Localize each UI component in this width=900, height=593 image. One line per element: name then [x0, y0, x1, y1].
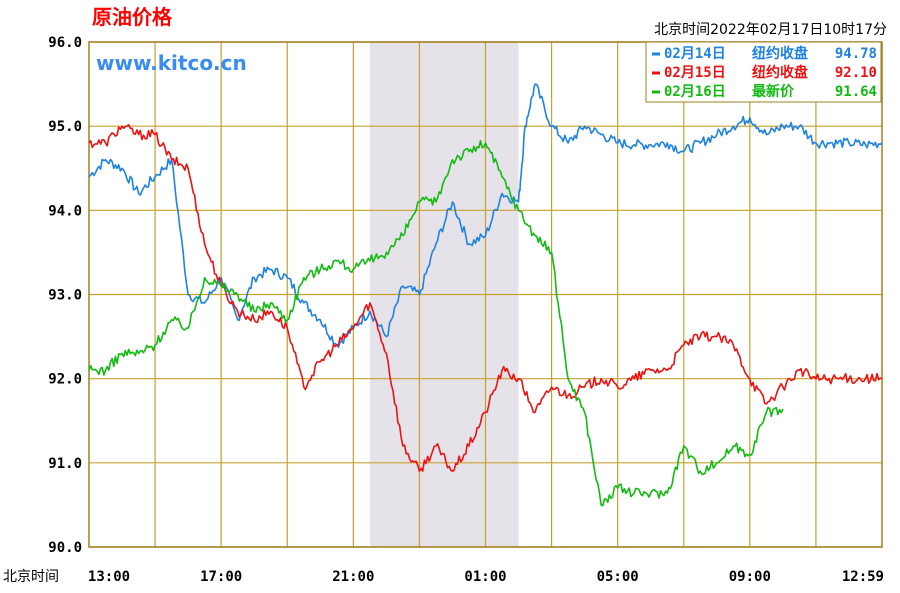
legend-series-value: 91.64 — [835, 84, 877, 100]
y-tick-label: 93.0 — [48, 288, 82, 304]
y-tick-label: 94.0 — [48, 203, 82, 219]
x-tick-label: 17:00 — [200, 569, 242, 585]
legend-series-name: 02月16日 — [664, 84, 726, 100]
x-tick-label: 01:00 — [464, 569, 506, 585]
legend-box — [645, 41, 882, 103]
x-axis-label: 北京时间 — [3, 569, 59, 585]
watermark-site: www.kitco.cn — [96, 51, 247, 75]
x-tick-label: 09:00 — [729, 569, 771, 585]
x-tick-label: 05:00 — [597, 569, 639, 585]
timestamp: 北京时间2022年02月17日10时17分 — [654, 22, 887, 38]
x-axis-ticks: 13:00 17:00 21:00 01:00 05:00 09:00 12:59 — [88, 569, 884, 585]
y-tick-label: 92.0 — [48, 372, 82, 388]
plot-border — [88, 41, 883, 548]
legend-series-label: 最新价 — [752, 83, 795, 100]
series-line-2 — [88, 140, 784, 507]
legend-series-name: 02月15日 — [664, 65, 726, 81]
legend-series-label: 纽约收盘 — [752, 45, 808, 62]
legend-series-label: 纽约收盘 — [752, 64, 808, 81]
x-tick-label: 21:00 — [332, 569, 374, 585]
series-layer — [88, 83, 883, 507]
y-tick-label: 96.0 — [48, 35, 82, 51]
y-tick-label: 90.0 — [48, 540, 82, 556]
x-tick-label: 13:00 — [88, 569, 130, 585]
legend-series-value: 94.78 — [835, 46, 877, 62]
legend-series-value: 92.10 — [835, 65, 877, 81]
chart-title: 原油价格 — [92, 5, 173, 29]
y-tick-label: 91.0 — [48, 456, 82, 472]
y-axis-ticks: 96.0 95.0 94.0 93.0 92.0 91.0 90.0 — [48, 35, 82, 556]
legend-series-name: 02月14日 — [664, 46, 726, 62]
y-tick-label: 95.0 — [48, 119, 82, 135]
x-tick-label: 12:59 — [842, 569, 884, 585]
